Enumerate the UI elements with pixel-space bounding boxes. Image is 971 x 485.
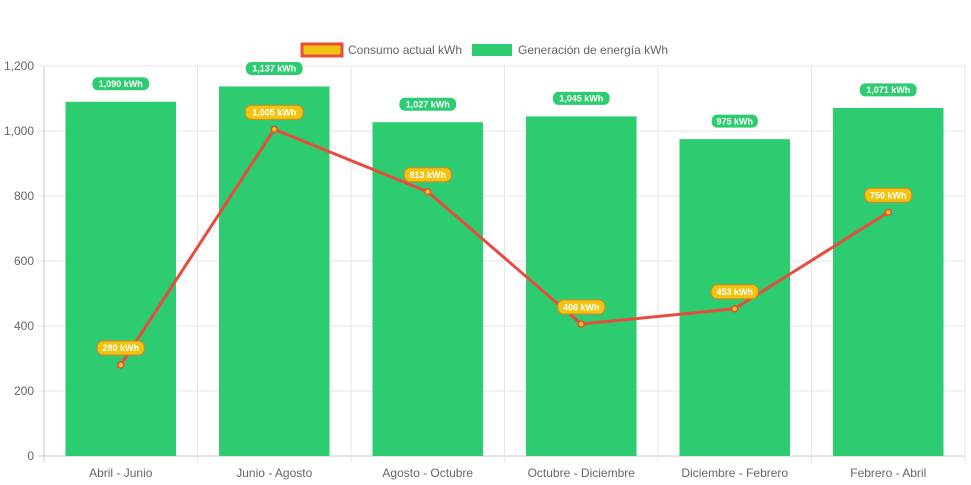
data-labels: 1,090 kWh 1,137 kWh 1,027 kWh 1,045 kWh 975 … (91, 60, 918, 356)
line-point[interactable] (577, 320, 585, 328)
legend-swatch-consumo[interactable] (300, 42, 344, 58)
data-label: 1,027 kWh (406, 99, 450, 109)
data-label-badge (557, 299, 606, 315)
data-label-badge (244, 60, 304, 76)
legend-label-generacion[interactable]: Generación de energía kWh (518, 43, 668, 57)
x-tick-label: Agosto - Octubre (382, 466, 473, 480)
line-point[interactable] (424, 188, 432, 196)
y-tick-label: 0 (27, 449, 34, 463)
data-label: 1,005 kWh (252, 108, 296, 118)
data-label-badge (91, 76, 151, 92)
data-label: 1,137 kWh (252, 64, 296, 74)
y-tick-label: 200 (14, 384, 34, 398)
bar-series (65, 86, 944, 457)
line-point[interactable] (117, 361, 125, 369)
bar[interactable] (65, 101, 177, 456)
data-label: 1,090 kWh (99, 79, 143, 89)
data-label-badge (551, 90, 611, 106)
data-label: 453 kWh (716, 287, 753, 297)
data-label: 1,045 kWh (559, 94, 603, 104)
legend: Consumo actual kWh Generación de energía… (300, 42, 668, 58)
line-series (117, 125, 892, 369)
data-label-badge (403, 167, 452, 183)
data-label-badge (710, 284, 759, 300)
x-tick-label: Octubre - Diciembre (528, 466, 636, 480)
data-label: 813 kWh (409, 170, 446, 180)
y-tick-label: 800 (14, 189, 34, 203)
y-tick-label: 400 (14, 319, 34, 333)
data-label-badge (858, 82, 918, 98)
x-tick-label: Junio - Agosto (236, 466, 312, 480)
x-tick-label: Abril - Junio (89, 466, 153, 480)
legend-swatch-generacion[interactable] (472, 44, 512, 56)
y-axis: 0 200 400 600 800 1,000 1,200 (4, 59, 34, 463)
data-label-badge (710, 113, 759, 129)
data-label: 750 kWh (870, 190, 907, 200)
legend-label-consumo[interactable]: Consumo actual kWh (348, 43, 462, 57)
data-label: 1,071 kWh (866, 85, 910, 95)
data-label-badge (96, 340, 145, 356)
bar[interactable] (218, 86, 330, 456)
grid-lines (38, 65, 966, 462)
y-tick-label: 1,200 (4, 59, 34, 73)
y-tick-label: 600 (14, 254, 34, 268)
line-point[interactable] (731, 305, 739, 313)
data-label: 975 kWh (716, 116, 753, 126)
data-label: 406 kWh (563, 302, 600, 312)
line-path (119, 127, 890, 366)
data-label-badge (398, 96, 458, 112)
y-tick-label: 1,000 (4, 124, 34, 138)
x-axis: Abril - Junio Junio - Agosto Agosto - Octu… (89, 466, 926, 480)
line-point[interactable] (270, 125, 278, 134)
bar[interactable] (832, 107, 944, 457)
line-point[interactable] (884, 208, 892, 216)
data-label: 280 kWh (102, 343, 139, 353)
bar[interactable] (525, 116, 637, 456)
x-tick-label: Diciembre - Febrero (681, 466, 788, 480)
x-tick-label: Febrero - Abril (850, 466, 926, 480)
data-label-badge (864, 187, 913, 203)
data-label-badge (244, 104, 304, 120)
